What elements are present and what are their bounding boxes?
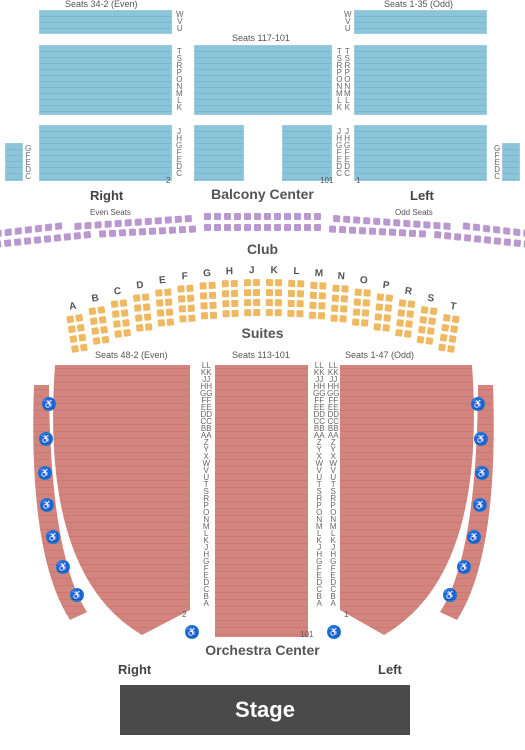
club-even-label: Even Seats — [90, 208, 131, 217]
balcony-center-mid[interactable] — [194, 45, 332, 115]
suite-O[interactable]: O — [351, 275, 371, 327]
orchestra-title: Orchestra Center — [0, 642, 525, 658]
balcony-side-rows-r: G F E D C — [25, 145, 31, 180]
orch-aisle-2: 2 — [182, 610, 186, 619]
wheelchair-icon: ♿ — [70, 588, 84, 602]
suite-G[interactable]: G — [198, 268, 216, 320]
balcony-center-low-l[interactable] — [194, 125, 244, 181]
club-arc[interactable] — [0, 213, 525, 231]
balcony-mid-rows-1: T S R P O N M L K — [176, 48, 183, 111]
balcony-seats-left-label: Seats 1-35 (Odd) — [384, 0, 453, 9]
balcony-low-rows-1: J H G F E D C — [176, 128, 182, 177]
suite-letter: H — [225, 266, 233, 277]
suite-letter: T — [449, 301, 457, 313]
balcony-seats-right-label: Seats 34-2 (Even) — [65, 0, 138, 9]
wheelchair-icon: ♿ — [46, 530, 60, 544]
suite-letter: M — [314, 268, 323, 279]
wheelchair-icon: ♿ — [38, 466, 52, 480]
balcony-low-rows-2: J H G F E D C — [336, 128, 342, 177]
balcony-right-mid[interactable] — [39, 45, 172, 115]
wheelchair-icon: ♿ — [185, 625, 199, 639]
balcony-aisle-1: 1 — [356, 176, 360, 185]
suite-P[interactable]: P — [373, 279, 394, 331]
suite-letter: E — [158, 275, 166, 287]
suite-letter: S — [426, 293, 434, 305]
balcony-left-label: Left — [410, 188, 434, 203]
suite-letter: O — [359, 275, 368, 287]
suite-letter: F — [181, 271, 188, 282]
suite-letter: R — [404, 286, 413, 298]
balcony-right-upper[interactable] — [39, 10, 172, 34]
balcony-low-rows-3: J H G F E D C — [344, 128, 350, 177]
suite-L[interactable]: L — [287, 266, 304, 317]
suite-F[interactable]: F — [176, 271, 195, 323]
suite-letter: C — [113, 286, 122, 298]
suite-letter: N — [337, 271, 345, 282]
balcony-left-upper[interactable] — [354, 10, 487, 34]
wheelchair-icon: ♿ — [457, 560, 471, 574]
club-odd-label: Odd Seats — [395, 208, 433, 217]
balcony-title: Balcony Center — [0, 186, 525, 202]
stage: Stage — [120, 685, 410, 735]
balcony-left-low[interactable] — [354, 125, 487, 181]
wheelchair-icon: ♿ — [474, 432, 488, 446]
wheelchair-icon: ♿ — [443, 588, 457, 602]
suite-M[interactable]: M — [308, 268, 326, 320]
wheelchair-icon: ♿ — [467, 530, 481, 544]
suites-arc[interactable]: A B C D E F G H J K L M N O P R S T — [0, 265, 525, 316]
suite-letter: L — [293, 266, 299, 277]
balcony-far-left[interactable] — [502, 143, 520, 181]
orch-left-label: Left — [378, 662, 402, 677]
suite-letter: B — [90, 293, 99, 305]
balcony-side-rows-l: G F E D C — [494, 145, 500, 180]
suite-letter: G — [202, 268, 210, 279]
suite-N[interactable]: N — [330, 271, 349, 323]
club-title: Club — [0, 241, 525, 257]
balcony-mid-rows-3: T S R P O N M L K — [344, 48, 351, 111]
balcony-center-low-r[interactable] — [282, 125, 332, 181]
balcony-mid-rows-2: T S R P O N M L K — [336, 48, 343, 111]
balcony-right-low[interactable] — [39, 125, 172, 181]
wheelchair-icon: ♿ — [471, 397, 485, 411]
suite-letter: K — [270, 265, 277, 276]
suite-letter: D — [135, 280, 143, 292]
wheelchair-icon: ♿ — [473, 498, 487, 512]
orch-right-label: Right — [118, 662, 151, 677]
balcony-right-label: Right — [90, 188, 123, 203]
suite-letter: A — [68, 301, 77, 313]
suite-E[interactable]: E — [153, 275, 173, 327]
suite-H[interactable]: H — [221, 266, 238, 317]
balcony-upper-rows-l: W V U — [344, 11, 352, 32]
balcony-upper-rows-r: W V U — [176, 11, 184, 32]
wheelchair-icon: ♿ — [56, 560, 70, 574]
wheelchair-icon: ♿ — [42, 397, 56, 411]
suite-D[interactable]: D — [131, 279, 152, 331]
suite-letter: J — [248, 265, 254, 276]
balcony-aisle-2: 2 — [166, 176, 170, 185]
suite-J[interactable]: J — [243, 265, 259, 316]
balcony-aisle-101: 101 — [320, 176, 333, 185]
balcony-far-right[interactable] — [5, 143, 23, 181]
orchestra-center[interactable] — [215, 365, 308, 637]
suite-letter: P — [382, 280, 390, 292]
wheelchair-icon: ♿ — [40, 498, 54, 512]
wheelchair-icon: ♿ — [327, 625, 341, 639]
wheelchair-icon: ♿ — [39, 432, 53, 446]
balcony-seats-center-label: Seats 117-101 — [232, 33, 290, 43]
balcony-left-mid[interactable] — [354, 45, 487, 115]
suites-title: Suites — [0, 325, 525, 341]
wheelchair-icon: ♿ — [475, 466, 489, 480]
suite-K[interactable]: K — [265, 265, 281, 316]
stage-label: Stage — [235, 697, 295, 723]
orch-aisle-101: 101 — [300, 630, 313, 639]
orch-aisle-1: 1 — [344, 610, 348, 619]
